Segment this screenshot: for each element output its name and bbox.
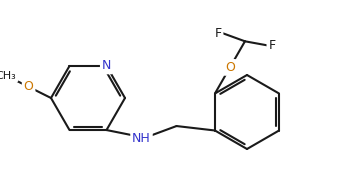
Text: F: F xyxy=(214,27,221,40)
Text: O: O xyxy=(225,61,235,74)
Text: NH: NH xyxy=(132,132,151,145)
Text: CH₃: CH₃ xyxy=(0,71,17,81)
Text: N: N xyxy=(102,59,111,72)
Text: F: F xyxy=(268,39,276,52)
Text: O: O xyxy=(23,80,33,93)
